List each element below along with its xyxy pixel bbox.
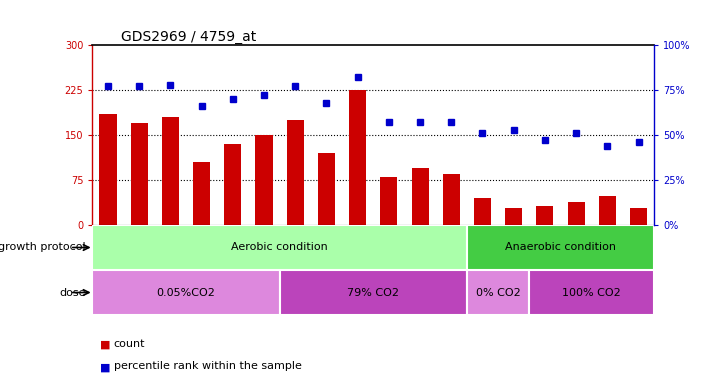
Text: percentile rank within the sample: percentile rank within the sample — [114, 361, 301, 371]
Bar — [349, 90, 366, 225]
Text: ■: ■ — [100, 363, 110, 372]
Bar — [193, 162, 210, 225]
Bar — [92, 270, 279, 315]
Text: ■: ■ — [100, 340, 110, 350]
Bar — [474, 198, 491, 225]
Bar — [529, 270, 654, 315]
Text: GDS2969 / 4759_at: GDS2969 / 4759_at — [121, 30, 256, 44]
Text: 79% CO2: 79% CO2 — [347, 288, 400, 297]
Text: Anaerobic condition: Anaerobic condition — [505, 243, 616, 252]
Bar — [380, 177, 397, 225]
Bar — [287, 120, 304, 225]
Bar — [279, 270, 467, 315]
Text: dose: dose — [59, 288, 85, 297]
Bar — [92, 225, 467, 270]
Bar — [536, 206, 553, 225]
Bar — [467, 270, 529, 315]
Bar — [412, 168, 429, 225]
Bar — [318, 153, 335, 225]
Bar — [131, 123, 148, 225]
Text: Aerobic condition: Aerobic condition — [231, 243, 328, 252]
Text: 0.05%CO2: 0.05%CO2 — [156, 288, 215, 297]
Bar — [630, 208, 647, 225]
Text: 100% CO2: 100% CO2 — [562, 288, 621, 297]
Text: growth protocol: growth protocol — [0, 243, 85, 252]
Bar — [100, 114, 117, 225]
Bar — [567, 202, 584, 225]
Bar — [443, 174, 460, 225]
Text: count: count — [114, 339, 145, 349]
Bar — [224, 144, 242, 225]
Text: 0% CO2: 0% CO2 — [476, 288, 520, 297]
Bar — [467, 225, 654, 270]
Bar — [599, 196, 616, 225]
Bar — [162, 117, 179, 225]
Bar — [255, 135, 272, 225]
Bar — [505, 208, 523, 225]
